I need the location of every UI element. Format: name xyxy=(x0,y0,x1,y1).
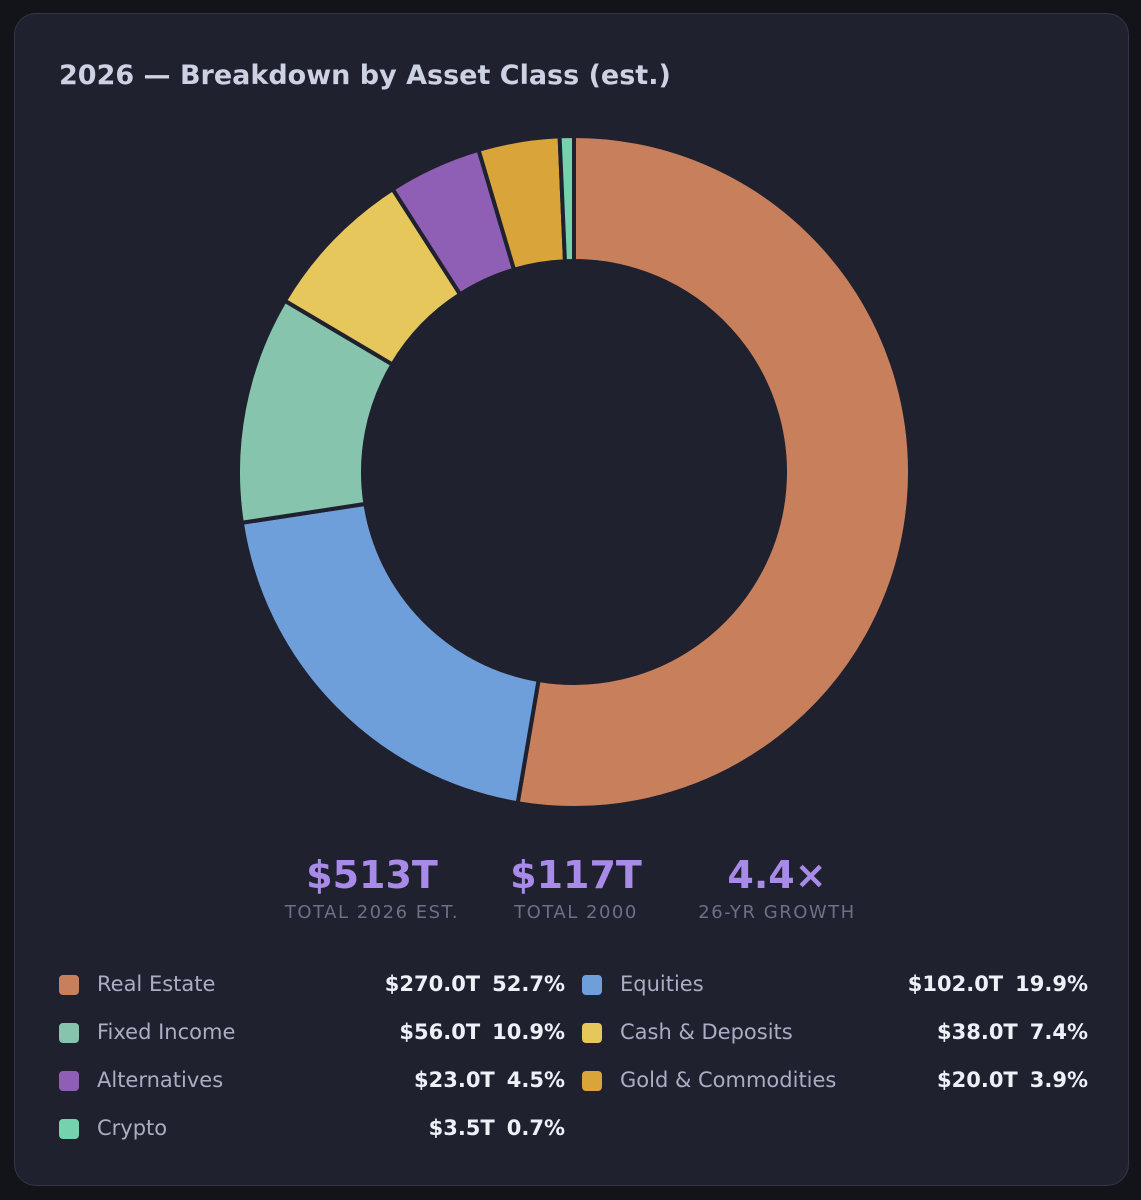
stat-value: $513T xyxy=(306,853,438,897)
legend-percent: 19.9% xyxy=(1015,972,1088,996)
legend-amount: $20.0T xyxy=(937,1068,1018,1092)
legend-label: Real Estate xyxy=(97,972,216,996)
asset-class-card: 2026 — Breakdown by Asset Class (est.) $… xyxy=(14,13,1129,1186)
legend-label: Fixed Income xyxy=(97,1020,236,1044)
legend-label: Gold & Commodities xyxy=(620,1068,837,1092)
legend-item-real-estate: Real Estate $270.0T 52.7% xyxy=(59,968,565,1002)
legend-values: $56.0T 10.9% xyxy=(399,1020,565,1044)
stat-label: 26-YR GROWTH xyxy=(698,902,856,923)
legend-values: $3.5T 0.7% xyxy=(429,1116,565,1140)
legend-swatch xyxy=(59,1071,79,1091)
legend-values: $270.0T 52.7% xyxy=(385,972,565,996)
legend-amount: $270.0T xyxy=(384,972,481,996)
legend-swatch xyxy=(59,975,79,995)
legend-label: Equities xyxy=(620,972,704,996)
legend-percent: 7.4% xyxy=(1029,1020,1088,1044)
legend-amount: $38.0T xyxy=(937,1020,1018,1044)
legend-swatch xyxy=(582,1023,602,1043)
legend-label: Cash & Deposits xyxy=(620,1020,793,1044)
legend-item-gold-commodities: Gold & Commodities $20.0T 3.9% xyxy=(582,1064,1088,1098)
legend-percent: 0.7% xyxy=(506,1116,565,1140)
legend-amount: $23.0T xyxy=(414,1068,495,1092)
legend-item-equities: Equities $102.0T 19.9% xyxy=(582,968,1088,1002)
stat-total-2000: $117T TOTAL 2000 xyxy=(510,852,642,923)
stat-label: TOTAL 2026 EST. xyxy=(284,902,460,923)
donut-slice-equities xyxy=(239,501,541,806)
legend-item-fixed-income: Fixed Income $56.0T 10.9% xyxy=(59,1016,565,1050)
legend-percent: 10.9% xyxy=(492,1020,565,1044)
chart-title: 2026 — Breakdown by Asset Class (est.) xyxy=(59,60,671,91)
donut-slice-crypto xyxy=(557,133,576,264)
stat-value: 4.4× xyxy=(727,853,827,897)
legend-label: Alternatives xyxy=(97,1068,224,1092)
legend-swatch xyxy=(582,975,602,995)
legend-label: Crypto xyxy=(97,1116,168,1140)
stat-total-2026: $513T TOTAL 2026 EST. xyxy=(285,852,459,923)
legend-values: $23.0T 4.5% xyxy=(414,1068,565,1092)
legend-swatch xyxy=(582,1071,602,1091)
legend-values: $20.0T 3.9% xyxy=(937,1068,1088,1092)
stat-value: $117T xyxy=(510,853,642,897)
legend-amount: $3.5T xyxy=(428,1116,495,1140)
legend-item-cash-deposits: Cash & Deposits $38.0T 7.4% xyxy=(582,1016,1088,1050)
legend-amount: $102.0T xyxy=(907,972,1004,996)
legend-swatch xyxy=(59,1119,79,1139)
legend-percent: 52.7% xyxy=(492,972,565,996)
legend-amount: $56.0T xyxy=(399,1020,481,1044)
legend-item-alternatives: Alternatives $23.0T 4.5% xyxy=(59,1064,565,1098)
legend-swatch xyxy=(59,1023,79,1043)
legend-values: $38.0T 7.4% xyxy=(937,1020,1088,1044)
stat-label: TOTAL 2000 xyxy=(514,902,638,923)
legend-percent: 4.5% xyxy=(506,1068,565,1092)
stat-growth: 4.4× 26-YR GROWTH xyxy=(698,852,855,923)
donut-chart xyxy=(236,133,912,810)
donut-slice-real-estate xyxy=(515,133,912,810)
legend-values: $102.0T 19.9% xyxy=(908,972,1088,996)
legend-item-crypto: Crypto $3.5T 0.7% xyxy=(59,1112,565,1146)
legend-percent: 3.9% xyxy=(1029,1068,1088,1092)
